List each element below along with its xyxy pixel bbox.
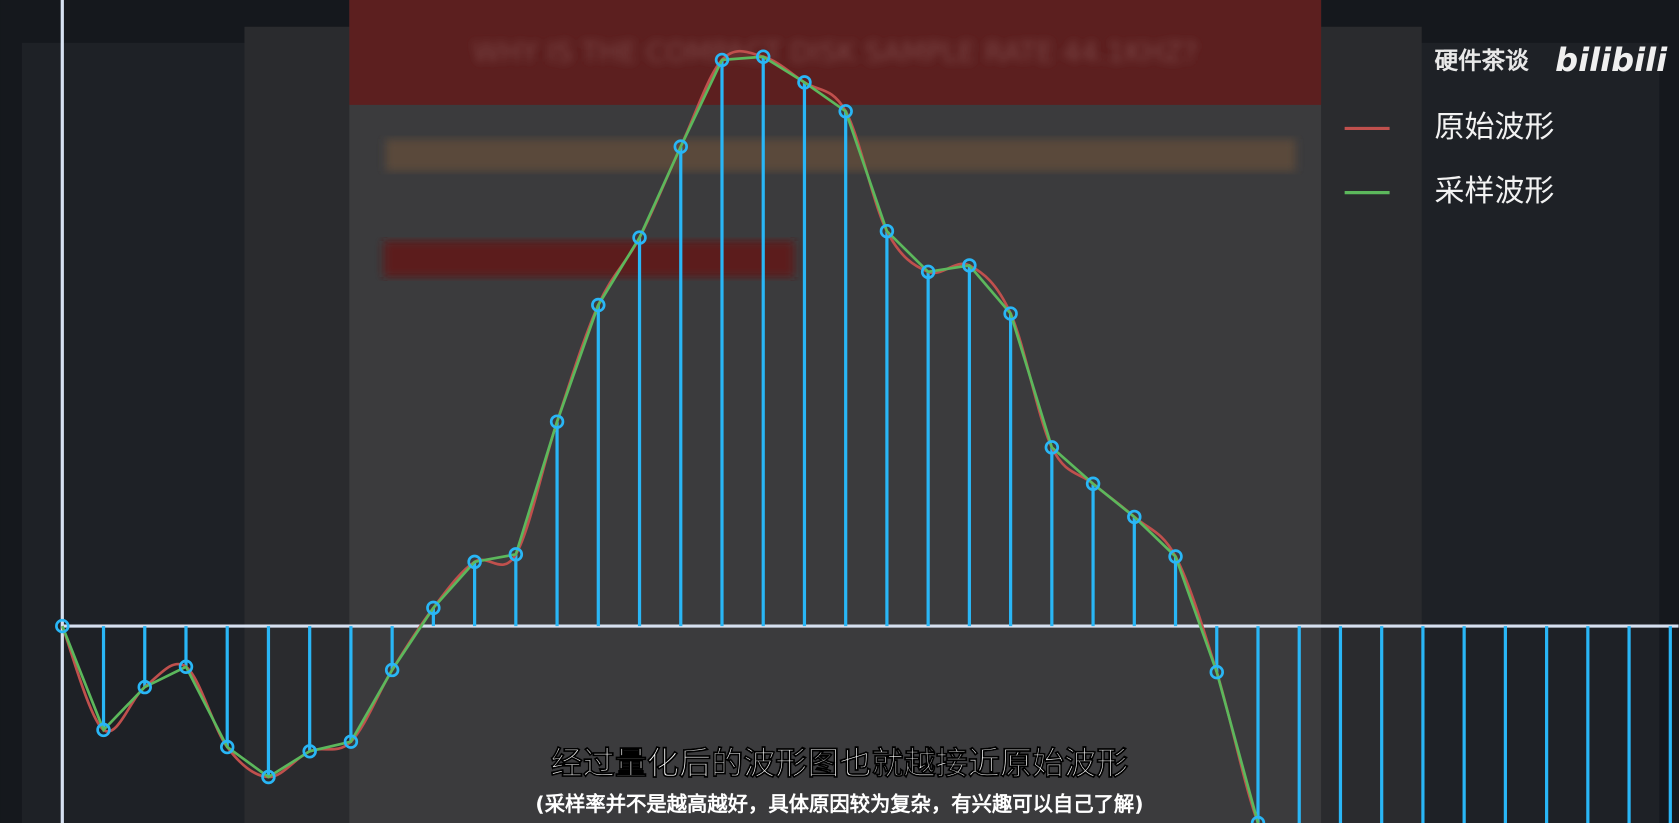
sample-point [178,659,194,674]
sample-point [549,414,565,429]
sample-point [508,547,524,562]
sample-point [591,297,606,313]
sample-point [1168,549,1183,564]
sample-point [797,75,812,90]
sample-point [55,618,70,634]
watermark: 硬件茶谈 [1435,47,1530,75]
sample-point [302,744,317,759]
sample-point [962,258,977,273]
sampled-wave [61,55,1260,823]
sample-point [632,230,647,245]
sample-point [96,722,111,738]
sample-point [219,739,235,755]
sample-point [426,600,441,616]
background-text [385,139,1296,172]
subtitle: (采样率并不是越高越好，具体原因较为复杂，有兴趣可以自己了解) [535,792,1143,816]
sample-point [714,52,730,68]
sample-point [137,679,152,695]
sample-point [1127,509,1142,525]
background-paper [349,0,1322,823]
sample-point [384,662,400,678]
sample-point [838,104,853,119]
sample-point [1003,306,1018,321]
sample-point [673,139,688,154]
subtitle: 经过量化后的波形图也就越接近原始波形 [551,744,1129,782]
logo: bilibili [1555,41,1668,79]
original-wave [61,49,1260,823]
background-header [349,0,1322,105]
sample-point [755,49,771,64]
legend-label: 原始波形 [1435,110,1555,145]
sample-point [343,734,359,749]
legend-label: 采样波形 [1435,174,1555,209]
sample-point [1085,476,1101,491]
sample-point [261,769,276,785]
sample-point [467,554,482,570]
sample-point [920,264,936,280]
background-title: WHY IS THE COMPACT DISK SAMPLE RATE 44.1… [473,36,1198,69]
sample-point [879,223,895,239]
sample-point [1044,440,1060,455]
background-text [383,240,795,278]
sample-point [1209,664,1224,680]
